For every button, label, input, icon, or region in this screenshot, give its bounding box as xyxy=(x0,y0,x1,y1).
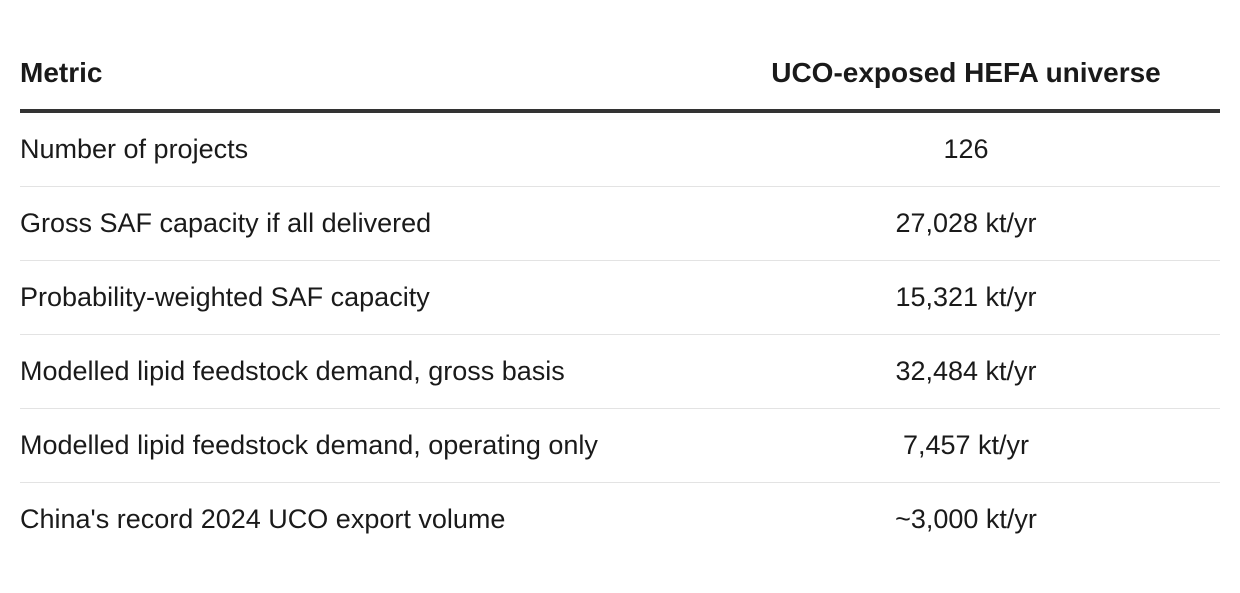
value-cell: 7,457 kt/yr xyxy=(712,408,1220,483)
metric-cell: Gross SAF capacity if all delivered xyxy=(20,186,712,261)
table-body: Number of projects 126 Gross SAF capacit… xyxy=(20,111,1220,556)
value-cell: 15,321 kt/yr xyxy=(712,260,1220,335)
table-row: Probability-weighted SAF capacity 15,321… xyxy=(20,260,1220,335)
metric-column-header: Metric xyxy=(20,36,712,113)
table-row: Gross SAF capacity if all delivered 27,0… xyxy=(20,186,1220,261)
table-row: Modelled lipid feedstock demand, operati… xyxy=(20,408,1220,483)
value-column-header: UCO-exposed HEFA universe xyxy=(712,36,1220,113)
metric-cell: Modelled lipid feedstock demand, operati… xyxy=(20,408,712,483)
value-cell: 32,484 kt/yr xyxy=(712,334,1220,409)
value-cell: 126 xyxy=(712,111,1220,187)
metrics-table-container: Metric UCO-exposed HEFA universe Number … xyxy=(20,36,1220,556)
metric-cell: China's record 2024 UCO export volume xyxy=(20,504,506,534)
value-cell: ~3,000 kt/yr xyxy=(895,504,1037,534)
metric-cell: Number of projects xyxy=(20,111,712,187)
table-row: China's record 2024 UCO export volume ~3… xyxy=(20,483,1220,557)
table-header: Metric UCO-exposed HEFA universe xyxy=(20,36,1220,113)
table-row: Number of projects 126 xyxy=(20,111,1220,187)
table-row: Modelled lipid feedstock demand, gross b… xyxy=(20,334,1220,409)
metric-cell: Probability-weighted SAF capacity xyxy=(20,260,712,335)
header-row: Metric UCO-exposed HEFA universe xyxy=(20,36,1220,113)
value-cell: 27,028 kt/yr xyxy=(712,186,1220,261)
metric-cell: Modelled lipid feedstock demand, gross b… xyxy=(20,334,712,409)
metrics-table: Metric UCO-exposed HEFA universe Number … xyxy=(20,36,1220,556)
